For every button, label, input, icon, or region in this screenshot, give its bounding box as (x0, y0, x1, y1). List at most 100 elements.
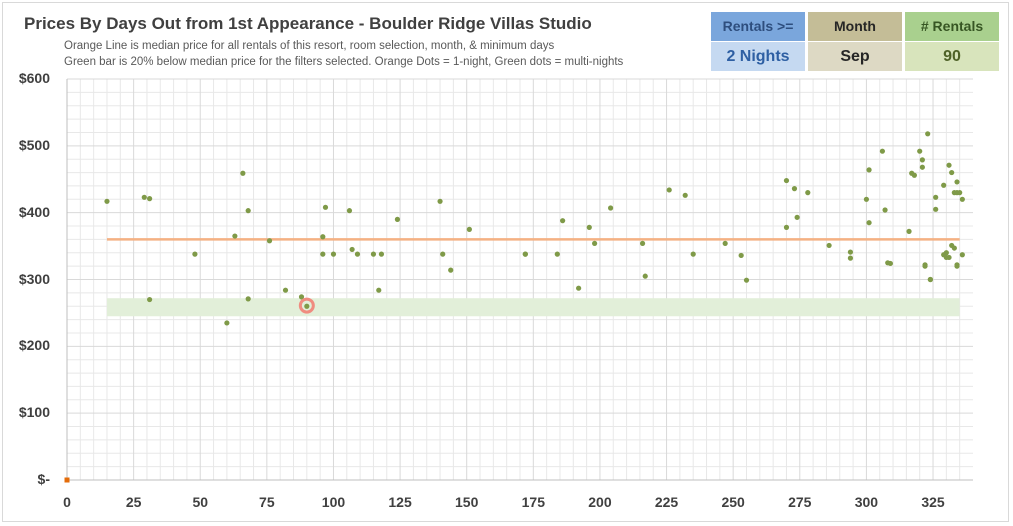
y-tick-label: $400 (18, 203, 50, 220)
chart-subtitle-line-2: Green bar is 20% below median price for … (64, 56, 624, 68)
green-point (147, 296, 153, 303)
green-point (925, 131, 931, 137)
x-tick-label: 175 (521, 494, 545, 510)
green-point (783, 177, 790, 184)
green-point (826, 242, 832, 249)
green-point (282, 287, 289, 293)
green-point (232, 233, 238, 239)
green-point (690, 251, 696, 257)
chart-title: Prices By Days Out from 1st Appearance -… (24, 14, 592, 33)
green-point (224, 320, 230, 326)
green-point (783, 224, 790, 230)
x-tick-label: 325 (921, 494, 945, 510)
green-point (192, 251, 198, 257)
green-point (346, 208, 353, 214)
orange-point (64, 477, 70, 483)
x-tick-label: 125 (388, 494, 412, 510)
chart-subtitle-line-1: Orange Line is median price for all rent… (64, 40, 555, 52)
green-point (141, 194, 147, 200)
green-point (954, 262, 960, 268)
x-tick-label: 50 (192, 494, 209, 510)
x-tick-label: 100 (321, 494, 346, 510)
green-point (104, 198, 110, 204)
green-point (240, 170, 246, 176)
green-point (922, 262, 928, 268)
green-point (954, 179, 960, 185)
rentals-count-value: 90 (905, 42, 999, 71)
green-point (147, 196, 153, 202)
x-tick-label: 225 (654, 494, 679, 510)
x-tick-label: 75 (259, 494, 275, 510)
green-point (245, 208, 251, 214)
rentals-count-header: # Rentals (905, 12, 999, 41)
green-point (245, 296, 251, 302)
green-point (322, 204, 329, 210)
green-point (394, 216, 401, 222)
green-point (879, 148, 886, 154)
green-point (560, 218, 566, 224)
green-point (863, 196, 870, 202)
green-point (911, 172, 917, 178)
green-point (298, 294, 305, 300)
green-point (738, 252, 744, 259)
green-point (682, 192, 688, 198)
green-point (743, 277, 750, 283)
green-point (378, 251, 385, 257)
green-point (951, 245, 957, 251)
green-point (933, 206, 939, 212)
x-tick-label: 250 (721, 494, 745, 510)
green-point (642, 273, 648, 279)
green-point (847, 255, 854, 261)
green-point (330, 251, 337, 257)
green-point (847, 249, 854, 255)
green-point (882, 207, 888, 213)
green-point (320, 234, 326, 240)
green-point (440, 251, 446, 257)
green-point (666, 187, 672, 193)
green-point (522, 251, 528, 257)
green-point (320, 251, 326, 257)
month-filter-value[interactable]: Sep (808, 42, 902, 71)
y-tick-label: $- (37, 471, 50, 487)
y-tick-label: $300 (18, 270, 50, 287)
green-point (917, 148, 923, 154)
green-point (885, 260, 891, 266)
green-point (866, 167, 872, 173)
y-tick-label: $600 (18, 70, 50, 86)
green-point (448, 267, 454, 273)
green-point (906, 228, 912, 234)
green-point (794, 214, 800, 220)
green-point (941, 182, 947, 188)
green-point (349, 246, 355, 253)
green-point (304, 303, 310, 309)
green-point (554, 251, 560, 257)
rentals-filter-header: Rentals >= (711, 12, 805, 41)
green-point (927, 276, 933, 283)
green-point (943, 250, 949, 256)
rentals-filter-value[interactable]: 2 Nights (711, 42, 805, 71)
y-tick-label: $100 (18, 404, 50, 421)
discount-band (106, 298, 960, 317)
green-point (946, 162, 952, 168)
green-point (959, 196, 965, 202)
green-point (354, 251, 361, 257)
green-point (866, 220, 872, 226)
highlight-ring (298, 297, 315, 314)
y-tick-label: $200 (18, 337, 50, 354)
green-point (437, 198, 443, 204)
green-point (805, 190, 811, 196)
x-tick-label: 275 (788, 494, 812, 510)
green-point (266, 238, 273, 244)
green-point (608, 205, 614, 211)
x-tick-label: 0 (63, 494, 71, 510)
green-point (949, 169, 955, 176)
green-point (586, 224, 592, 230)
green-point (466, 226, 472, 232)
green-point (933, 194, 939, 200)
green-point (959, 252, 965, 258)
green-point (919, 157, 925, 163)
month-filter-header: Month (808, 12, 902, 41)
x-tick-label: 25 (125, 494, 142, 510)
